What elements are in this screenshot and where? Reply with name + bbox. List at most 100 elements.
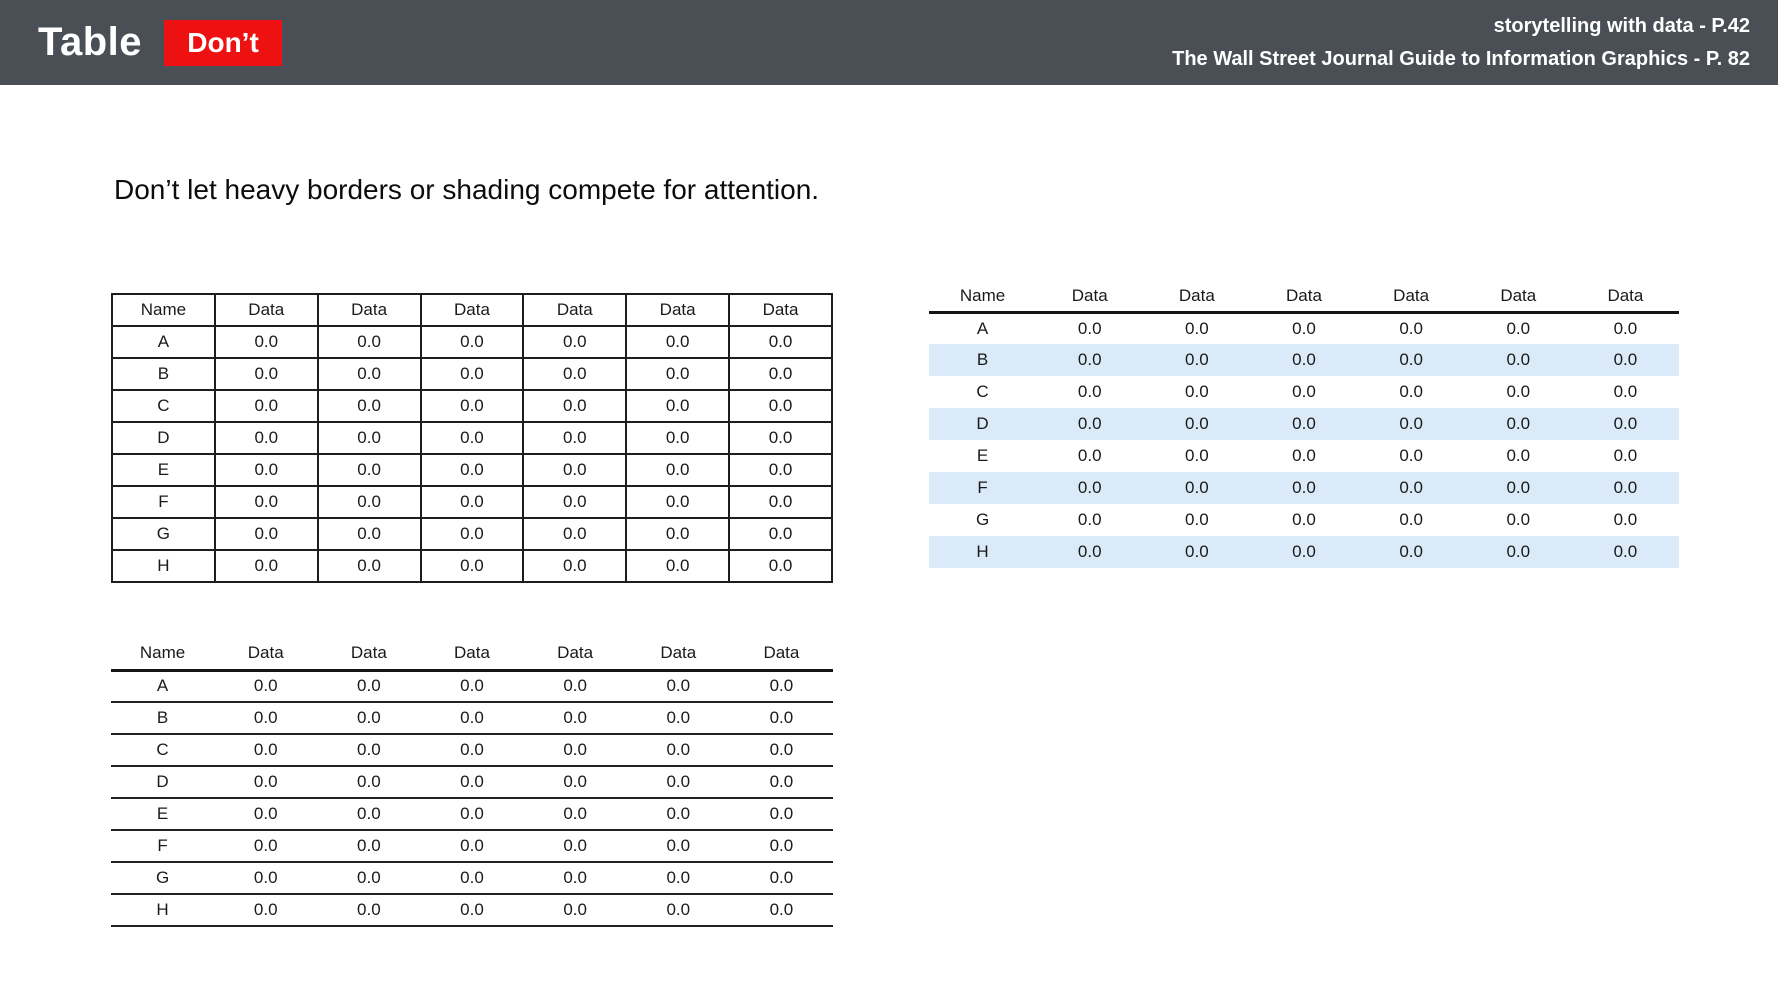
data-cell: 0.0 — [357, 804, 381, 823]
row-name-cell: A — [976, 318, 989, 338]
table-row: D 0.0 0.0 0.0 0.0 0.0 0.0 — [111, 766, 833, 798]
data-cell: 0.0 — [213, 389, 319, 423]
data-cell: 0.0 — [769, 772, 794, 791]
table-row: B 0.0 0.0 0.0 0.0 0.0 0.0 — [111, 702, 833, 734]
data-cell: 0.0 — [253, 804, 278, 823]
column-header: Data — [350, 642, 387, 662]
data-cell: 0.0 — [1506, 510, 1531, 529]
data-cell: 0.0 — [316, 517, 422, 551]
reference-line-1: storytelling with data - P.42 — [1493, 15, 1750, 37]
data-cell: 0.0 — [1613, 350, 1638, 369]
table-row: E 0.0 0.0 0.0 0.0 0.0 0.0 — [929, 440, 1679, 472]
data-cell: 0.0 — [1185, 414, 1209, 433]
data-cell: 0.0 — [357, 708, 381, 727]
data-cell: 0.0 — [666, 772, 691, 791]
table-row: H 0.0 0.0 0.0 0.0 0.0 0.0 — [111, 549, 833, 583]
data-cell: 0.0 — [1613, 478, 1638, 497]
column-header: Data — [1393, 285, 1430, 305]
data-cell: 0.0 — [1077, 350, 1102, 369]
data-cell: 0.0 — [769, 836, 794, 855]
table-row: G 0.0 0.0 0.0 0.0 0.0 0.0 — [929, 504, 1679, 536]
data-cell: 0.0 — [253, 868, 278, 887]
row-name-cell: C — [156, 740, 169, 759]
data-cell: 0.0 — [1506, 382, 1531, 401]
data-cell: 0.0 — [316, 485, 422, 519]
data-cell: 0.0 — [769, 740, 794, 759]
data-cell: 0.0 — [563, 676, 587, 696]
column-header: Data — [247, 642, 284, 662]
data-cell: 0.0 — [728, 421, 833, 455]
data-cell: 0.0 — [1613, 414, 1638, 433]
column-header: Data — [454, 642, 490, 662]
data-cell: 0.0 — [419, 325, 525, 359]
table-row: E 0.0 0.0 0.0 0.0 0.0 0.0 — [111, 798, 833, 830]
data-cell: 0.0 — [253, 708, 278, 727]
table-row: H 0.0 0.0 0.0 0.0 0.0 0.0 — [111, 894, 833, 926]
table-header-row: Name Data Data Data Data Data Data — [111, 293, 833, 327]
data-cell: 0.0 — [1613, 446, 1638, 465]
data-cell: 0.0 — [625, 389, 731, 423]
data-cell: 0.0 — [213, 325, 319, 359]
table-row: F 0.0 0.0 0.0 0.0 0.0 0.0 — [111, 830, 833, 862]
data-cell: 0.0 — [728, 389, 833, 423]
data-cell: 0.0 — [460, 836, 484, 855]
data-cell: 0.0 — [625, 485, 731, 519]
data-cell: 0.0 — [1399, 478, 1423, 497]
table-row: F 0.0 0.0 0.0 0.0 0.0 0.0 — [111, 485, 833, 519]
data-cell: 0.0 — [563, 836, 587, 855]
data-cell: 0.0 — [728, 325, 833, 359]
row-name-cell: C — [976, 382, 989, 401]
column-header: Data — [625, 293, 731, 327]
data-cell: 0.0 — [213, 485, 319, 519]
data-cell: 0.0 — [769, 676, 794, 696]
data-cell: 0.0 — [316, 549, 422, 583]
data-cell: 0.0 — [728, 357, 833, 391]
data-cell: 0.0 — [522, 389, 628, 423]
column-header: Data — [728, 293, 833, 327]
dont-badge: Don’t — [164, 19, 283, 66]
table-row: C 0.0 0.0 0.0 0.0 0.0 0.0 — [111, 734, 833, 766]
data-cell: 0.0 — [1185, 510, 1209, 529]
data-cell: 0.0 — [728, 517, 833, 551]
data-cell: 0.0 — [1613, 510, 1638, 529]
data-cell: 0.0 — [625, 453, 731, 487]
column-header: Data — [522, 293, 628, 327]
data-cell: 0.0 — [1506, 542, 1531, 561]
row-name-cell: D — [976, 414, 989, 433]
data-cell: 0.0 — [728, 485, 833, 519]
row-name-cell: A — [156, 676, 169, 696]
data-cell: 0.0 — [1185, 446, 1209, 465]
column-header: Data — [1178, 285, 1215, 305]
data-cell: 0.0 — [522, 325, 628, 359]
data-cell: 0.0 — [1185, 350, 1209, 369]
data-cell: 0.0 — [666, 836, 691, 855]
data-cell: 0.0 — [1506, 414, 1531, 433]
data-cell: 0.0 — [1077, 318, 1102, 338]
column-header: Data — [419, 293, 525, 327]
data-cell: 0.0 — [522, 453, 628, 487]
row-name-cell: A — [111, 325, 216, 359]
data-cell: 0.0 — [460, 676, 484, 696]
data-cell: 0.0 — [357, 676, 381, 696]
data-cell: 0.0 — [769, 900, 794, 919]
data-cell: 0.0 — [1292, 318, 1316, 338]
data-cell: 0.0 — [460, 772, 484, 791]
data-cell: 0.0 — [1292, 542, 1316, 561]
data-cell: 0.0 — [1292, 446, 1316, 465]
data-cell: 0.0 — [253, 740, 278, 759]
data-cell: 0.0 — [1185, 382, 1209, 401]
data-cell: 0.0 — [1185, 478, 1209, 497]
column-header: Data — [1286, 285, 1322, 305]
data-cell: 0.0 — [419, 421, 525, 455]
data-cell: 0.0 — [625, 357, 731, 391]
column-header: Data — [557, 642, 594, 662]
data-cell: 0.0 — [316, 421, 422, 455]
row-name-cell: C — [111, 389, 216, 423]
data-cell: 0.0 — [522, 485, 628, 519]
data-cell: 0.0 — [419, 389, 525, 423]
data-cell: 0.0 — [666, 708, 691, 727]
row-name-cell: E — [156, 804, 169, 823]
row-name-cell: B — [976, 350, 989, 369]
column-header: Data — [763, 642, 800, 662]
column-header: Data — [1071, 285, 1108, 305]
